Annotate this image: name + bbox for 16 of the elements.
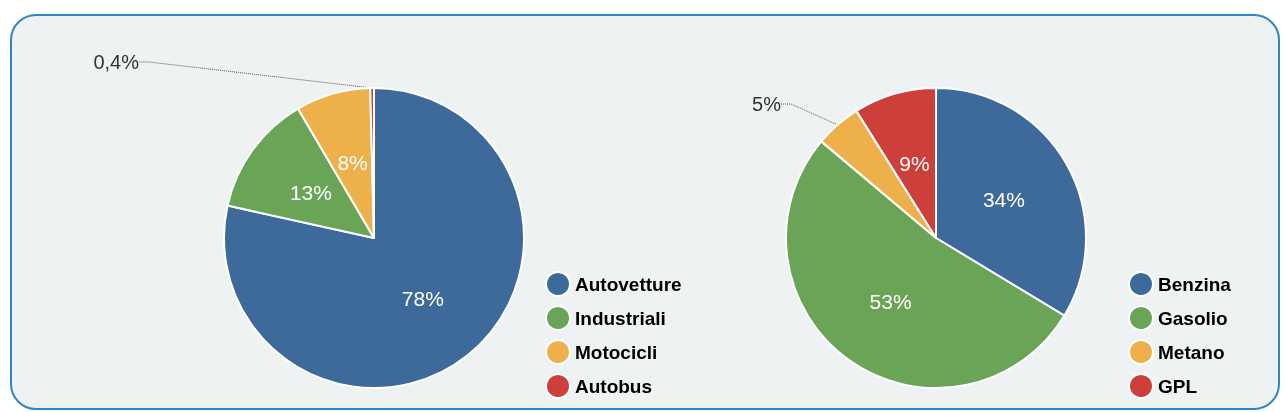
- legend-label: Motocicli: [575, 341, 658, 363]
- legend-label: Autovetture: [575, 273, 682, 295]
- data-label: 5%: [752, 93, 782, 115]
- legend-label: Gasolio: [1158, 307, 1228, 329]
- data-label: 8%: [337, 151, 368, 175]
- legend-label: Benzina: [1158, 273, 1232, 295]
- data-label: 53%: [869, 289, 912, 313]
- data-label: 13%: [289, 180, 332, 204]
- legend-label: Industriali: [575, 307, 666, 329]
- legend-label: Autobus: [575, 375, 653, 397]
- data-label: 9%: [899, 151, 930, 175]
- data-label: 78%: [401, 287, 444, 311]
- data-label: 34%: [982, 188, 1025, 212]
- data-label: 0,4%: [93, 51, 140, 73]
- legend-label: GPL: [1158, 375, 1198, 397]
- legend-label: Metano: [1158, 341, 1225, 363]
